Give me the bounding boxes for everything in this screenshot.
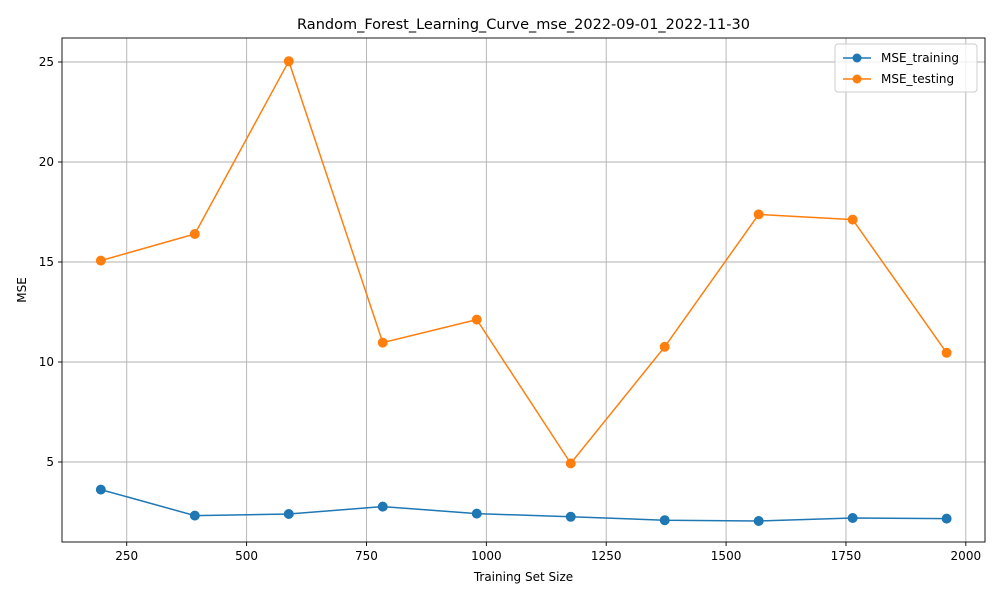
- data-point: [847, 513, 858, 523]
- data-point: [847, 214, 858, 225]
- data-point: [659, 341, 670, 352]
- data-point: [283, 509, 294, 519]
- series-MSE_training: [95, 484, 952, 526]
- x-tick-label: 1500: [711, 549, 742, 563]
- y-tick-label: 5: [46, 455, 54, 469]
- x-tick-label: 1000: [471, 549, 502, 563]
- legend-swatch-marker: [852, 74, 862, 84]
- x-tick-label: 750: [355, 549, 378, 563]
- y-tick-label: 25: [39, 55, 54, 69]
- y-tick-label: 10: [39, 355, 54, 369]
- axes-frame: [61, 37, 986, 543]
- series-line: [100, 59, 948, 465]
- legend-item: MSE_testing: [843, 72, 954, 86]
- data-point: [659, 515, 670, 526]
- series-layer: [95, 56, 952, 526]
- chart-title: Random_Forest_Learning_Curve_mse_2022-09…: [297, 17, 750, 33]
- legend-swatch-marker: [852, 53, 862, 63]
- legend-box: [834, 43, 978, 93]
- x-tick-label: 2000: [951, 549, 982, 563]
- data-point: [471, 508, 482, 519]
- y-axis-label: MSE: [15, 277, 29, 303]
- data-point: [753, 209, 764, 220]
- data-point: [565, 458, 576, 469]
- data-point: [283, 56, 294, 67]
- data-point: [95, 484, 106, 495]
- x-tick-label: 500: [235, 549, 258, 563]
- data-point: [377, 337, 388, 348]
- data-point: [377, 501, 388, 512]
- data-point: [753, 516, 764, 526]
- x-tick-label: 1750: [831, 549, 862, 563]
- legend-label: MSE_training: [881, 51, 959, 65]
- x-axis-label: Training Set Size: [473, 570, 573, 584]
- legend-label: MSE_testing: [881, 72, 954, 86]
- x-tick-label: 1250: [591, 549, 622, 563]
- data-point: [941, 513, 952, 524]
- data-point: [189, 229, 200, 239]
- y-tick-label: 15: [39, 255, 54, 269]
- legend-item: MSE_training: [843, 51, 959, 65]
- data-point: [565, 511, 576, 522]
- data-point: [941, 347, 952, 358]
- x-tick-label: 250: [115, 549, 138, 563]
- data-point: [471, 314, 482, 325]
- tick-layer: 250 500 750 1000 1250 1500 1750 2000 5 10 15 20 25: [39, 55, 981, 563]
- series-MSE_testing: [95, 56, 952, 469]
- series-line: [100, 488, 947, 522]
- grid-layer: [62, 38, 985, 542]
- data-point: [95, 255, 106, 266]
- legend: MSE_training MSE_testing: [834, 43, 978, 93]
- data-point: [189, 510, 200, 521]
- y-tick-label: 20: [39, 155, 54, 169]
